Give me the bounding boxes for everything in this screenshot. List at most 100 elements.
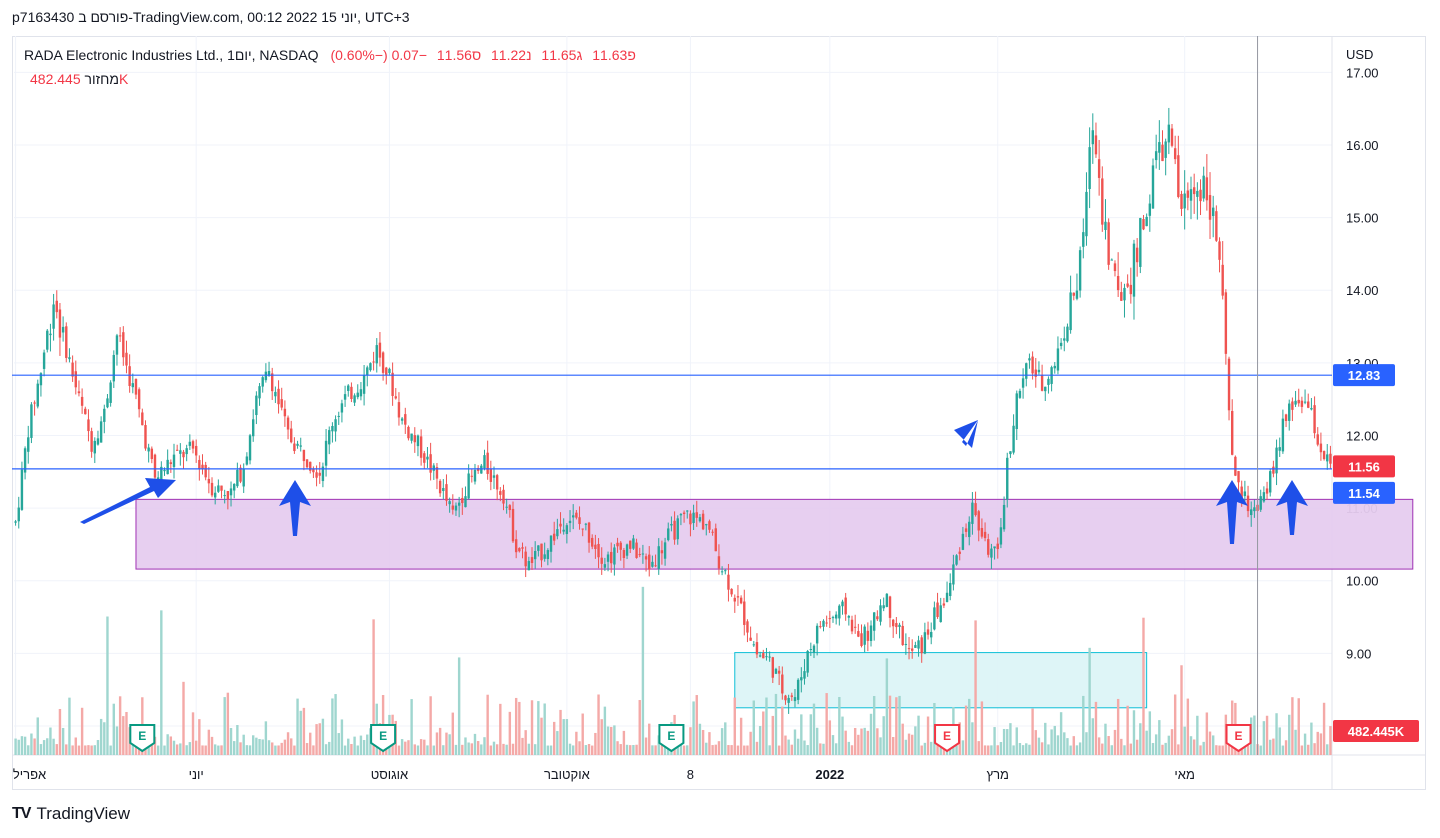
candle-body[interactable] <box>461 497 464 504</box>
candle-body[interactable] <box>853 626 857 628</box>
candle-body[interactable] <box>961 533 965 550</box>
candle-body[interactable] <box>616 542 619 547</box>
candle-body[interactable] <box>103 408 106 422</box>
candle-body[interactable] <box>1300 400 1304 407</box>
candle-body[interactable] <box>293 443 296 452</box>
footer-brand[interactable]: TV TradingView <box>12 804 130 824</box>
candle-body[interactable] <box>252 419 255 437</box>
candle-body[interactable] <box>1180 193 1183 209</box>
candle-body[interactable] <box>1097 159 1101 178</box>
candle-body[interactable] <box>933 607 936 630</box>
candle-body[interactable] <box>467 473 470 499</box>
candle-body[interactable] <box>71 362 74 377</box>
candle-body[interactable] <box>1101 178 1104 225</box>
candle-body[interactable] <box>74 371 77 388</box>
candle-body[interactable] <box>1234 456 1237 476</box>
candle-body[interactable] <box>1322 451 1326 460</box>
candle-body[interactable] <box>876 616 879 620</box>
candle-body[interactable] <box>540 543 543 561</box>
candle-body[interactable] <box>1294 400 1297 405</box>
candle-body[interactable] <box>33 402 36 404</box>
candle-body[interactable] <box>473 469 477 482</box>
candle-body[interactable] <box>1164 141 1167 158</box>
candle-body[interactable] <box>451 505 455 510</box>
candle-body[interactable] <box>1278 447 1281 451</box>
candle-body[interactable] <box>689 513 692 525</box>
candle-body[interactable] <box>125 352 128 366</box>
candle-body[interactable] <box>141 412 144 426</box>
candle-body[interactable] <box>755 642 759 655</box>
candle-body[interactable] <box>290 428 293 443</box>
candle-body[interactable] <box>1126 283 1129 287</box>
candle-body[interactable] <box>527 561 531 571</box>
candle-body[interactable] <box>1151 165 1155 209</box>
candle-body[interactable] <box>762 653 765 659</box>
candle-body[interactable] <box>480 465 483 474</box>
candle-body[interactable] <box>172 454 176 467</box>
candle-body[interactable] <box>58 309 62 338</box>
candle-body[interactable] <box>1313 405 1316 434</box>
candle-body[interactable] <box>1183 193 1186 209</box>
candle-body[interactable] <box>1059 342 1063 347</box>
candle-body[interactable] <box>983 531 987 539</box>
candle-body[interactable] <box>648 554 651 570</box>
candle-body[interactable] <box>632 538 635 549</box>
candle-body[interactable] <box>524 551 527 567</box>
candle-body[interactable] <box>96 438 100 445</box>
candle-body[interactable] <box>518 548 521 552</box>
candle-body[interactable] <box>277 388 280 405</box>
candle-body[interactable] <box>1307 401 1310 408</box>
candle-body[interactable] <box>914 645 917 648</box>
candle-body[interactable] <box>508 505 512 511</box>
candle-body[interactable] <box>65 326 68 358</box>
candle-body[interactable] <box>800 677 803 681</box>
candle-body[interactable] <box>622 550 626 558</box>
candle-body[interactable] <box>286 417 290 430</box>
candle-body[interactable] <box>375 345 378 364</box>
candle-body[interactable] <box>448 501 451 505</box>
candle-body[interactable] <box>201 464 204 470</box>
candle-body[interactable] <box>679 514 683 516</box>
candle-body[interactable] <box>68 357 71 360</box>
candle-body[interactable] <box>891 619 895 627</box>
candle-body[interactable] <box>1161 144 1164 162</box>
candle-body[interactable] <box>1326 454 1329 462</box>
candle-body[interactable] <box>743 601 746 625</box>
candle-body[interactable] <box>213 492 217 498</box>
candle-body[interactable] <box>1148 203 1152 216</box>
candle-body[interactable] <box>771 657 775 678</box>
candle-body[interactable] <box>1291 401 1294 410</box>
candle-body[interactable] <box>784 695 787 701</box>
candle-body[interactable] <box>996 543 999 550</box>
candle-body[interactable] <box>426 456 429 460</box>
candle-body[interactable] <box>1082 232 1085 247</box>
candle-body[interactable] <box>730 588 733 595</box>
candle-body[interactable] <box>210 482 214 496</box>
candle-body[interactable] <box>711 531 714 533</box>
candle-body[interactable] <box>1227 358 1231 411</box>
candle-body[interactable] <box>20 469 24 510</box>
candle-body[interactable] <box>733 597 736 602</box>
candle-body[interactable] <box>347 385 350 391</box>
candle-body[interactable] <box>52 304 55 329</box>
candle-body[interactable] <box>274 391 277 397</box>
candle-body[interactable] <box>825 622 828 624</box>
candle-body[interactable] <box>714 528 717 552</box>
candle-body[interactable] <box>641 553 645 555</box>
candle-body[interactable] <box>397 402 401 418</box>
candle-body[interactable] <box>955 555 958 565</box>
candle-body[interactable] <box>942 603 946 606</box>
candle-body[interactable] <box>153 454 157 478</box>
candle-body[interactable] <box>245 456 249 465</box>
candle-body[interactable] <box>898 624 901 627</box>
candle-body[interactable] <box>39 373 43 386</box>
candle-body[interactable] <box>30 404 33 438</box>
candle-body[interactable] <box>765 656 768 658</box>
candle-body[interactable] <box>587 522 591 543</box>
candle-body[interactable] <box>429 454 432 473</box>
volume-label[interactable]: מחזור <box>84 71 119 87</box>
candle-body[interactable] <box>271 373 274 392</box>
candle-body[interactable] <box>1002 504 1006 530</box>
candle-body[interactable] <box>1015 393 1018 430</box>
candle-body[interactable] <box>812 645 816 653</box>
